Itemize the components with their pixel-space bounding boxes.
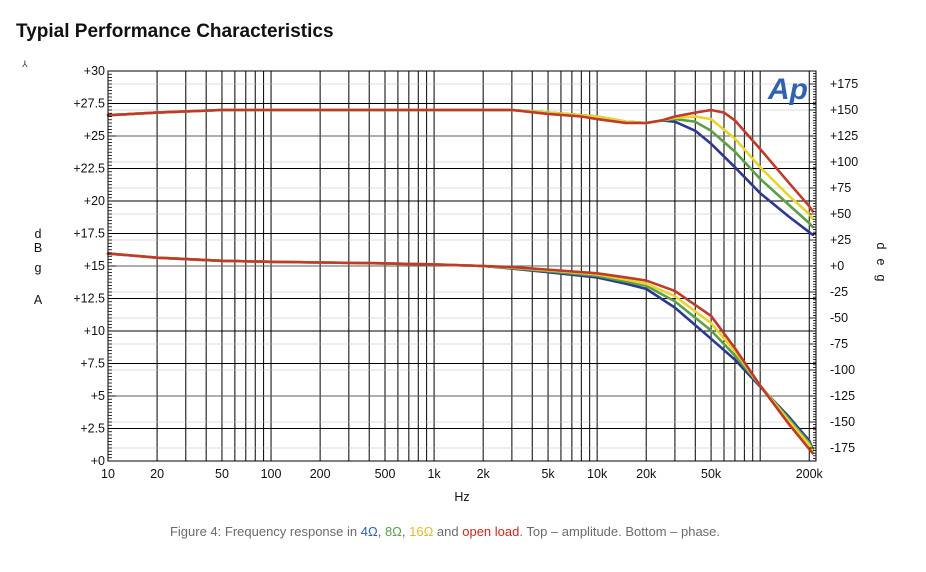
x-tick-label: 10k — [587, 467, 608, 481]
y-tick-label: +20 — [84, 194, 105, 208]
y2-tick-label: +175 — [830, 77, 858, 91]
y-tick-label: +5 — [91, 389, 105, 403]
y-axis-label-letter: A — [34, 293, 43, 307]
y-tick-label: +25 — [84, 129, 105, 143]
series-line — [106, 252, 815, 455]
y2-tick-label: -100 — [830, 363, 855, 377]
figure-caption: Figure 4: Frequency response in 4Ω, 8Ω, … — [150, 524, 740, 540]
caption-separator: , — [377, 524, 385, 539]
caption-prefix: Figure 4: Frequency response in — [169, 524, 361, 539]
y2-axis-label-letter: d — [874, 243, 888, 250]
y2-tick-label: +150 — [830, 103, 858, 117]
caption-separator: , — [401, 524, 410, 539]
y-tick-label: +0 — [91, 454, 105, 468]
y2-tick-label: +125 — [830, 129, 858, 143]
y-tick-label: +2.5 — [80, 422, 105, 436]
x-tick-label: 2k — [477, 467, 491, 481]
x-tick-label: 200k — [796, 467, 824, 481]
frequency-response-chart: +30 +27.5 +25 +22.5 +20 +17.5 +15 +12.5 +10 +7.5 +… — [34, 64, 888, 504]
y-tick-label: +27.5 — [73, 97, 105, 111]
x-tick-label: 50 — [215, 467, 229, 481]
y-tick-label: +10 — [84, 324, 105, 338]
axis-labels: +30 +27.5 +25 +22.5 +20 +17.5 +15 +12.5 +10 +7.5 +… — [34, 64, 888, 504]
x-tick-label: 20k — [636, 467, 657, 481]
x-tick-label: 5k — [541, 467, 555, 481]
y-axis-label-letter: d — [35, 227, 42, 241]
y-tick-label: +12.5 — [73, 292, 105, 306]
corner-mark: ⅄ — [22, 60, 28, 70]
y-tick-label: +17.5 — [73, 227, 105, 241]
series-line — [106, 108, 815, 213]
x-tick-label: 200 — [310, 467, 331, 481]
y-tick-label: +15 — [84, 259, 105, 273]
x-tick-label: 50k — [701, 467, 722, 481]
caption-load-4ohm: 4Ω — [360, 524, 378, 539]
y2-axis-label-letter: g — [874, 275, 888, 282]
x-tick-label: 10 — [101, 467, 115, 481]
y-axis-label-letter: g — [35, 261, 42, 275]
x-axis-label: Hz — [454, 490, 469, 504]
y2-tick-label: +50 — [830, 207, 851, 221]
grid — [108, 71, 816, 461]
y2-tick-label: +0 — [830, 259, 844, 273]
ap-logo: Ap — [767, 73, 808, 106]
page-title: Typial Performance Characteristics — [16, 21, 334, 42]
y2-axis-label-letter: e — [874, 259, 888, 266]
y2-tick-label: -50 — [830, 311, 848, 325]
y2-tick-label: -125 — [830, 389, 855, 403]
y2-tick-label: -75 — [830, 337, 848, 351]
y2-tick-label: -150 — [830, 415, 855, 429]
y2-tick-label: +25 — [830, 233, 851, 247]
y-tick-label: +30 — [84, 64, 105, 78]
ticks — [108, 70, 816, 462]
caption-separator: and — [433, 524, 463, 539]
caption-load-open: open load — [462, 524, 520, 539]
y-tick-label: +7.5 — [80, 357, 105, 371]
y2-tick-label: -25 — [830, 285, 848, 299]
x-tick-label: 100 — [261, 467, 282, 481]
y-axis-label-letter: B — [34, 241, 42, 255]
x-tick-label: 20 — [150, 467, 164, 481]
x-tick-label: 500 — [375, 467, 396, 481]
y2-tick-label: +100 — [830, 155, 858, 169]
caption-load-16ohm: 16Ω — [409, 524, 434, 539]
caption-load-8ohm: 8Ω — [384, 524, 402, 539]
series-layer — [106, 108, 815, 455]
y-tick-label: +22.5 — [73, 162, 105, 176]
y2-tick-label: +75 — [830, 181, 851, 195]
x-tick-label: 1k — [427, 467, 441, 481]
y2-tick-label: -175 — [830, 441, 855, 455]
caption-suffix: . Top – amplitude. Bottom – phase. — [519, 524, 721, 539]
